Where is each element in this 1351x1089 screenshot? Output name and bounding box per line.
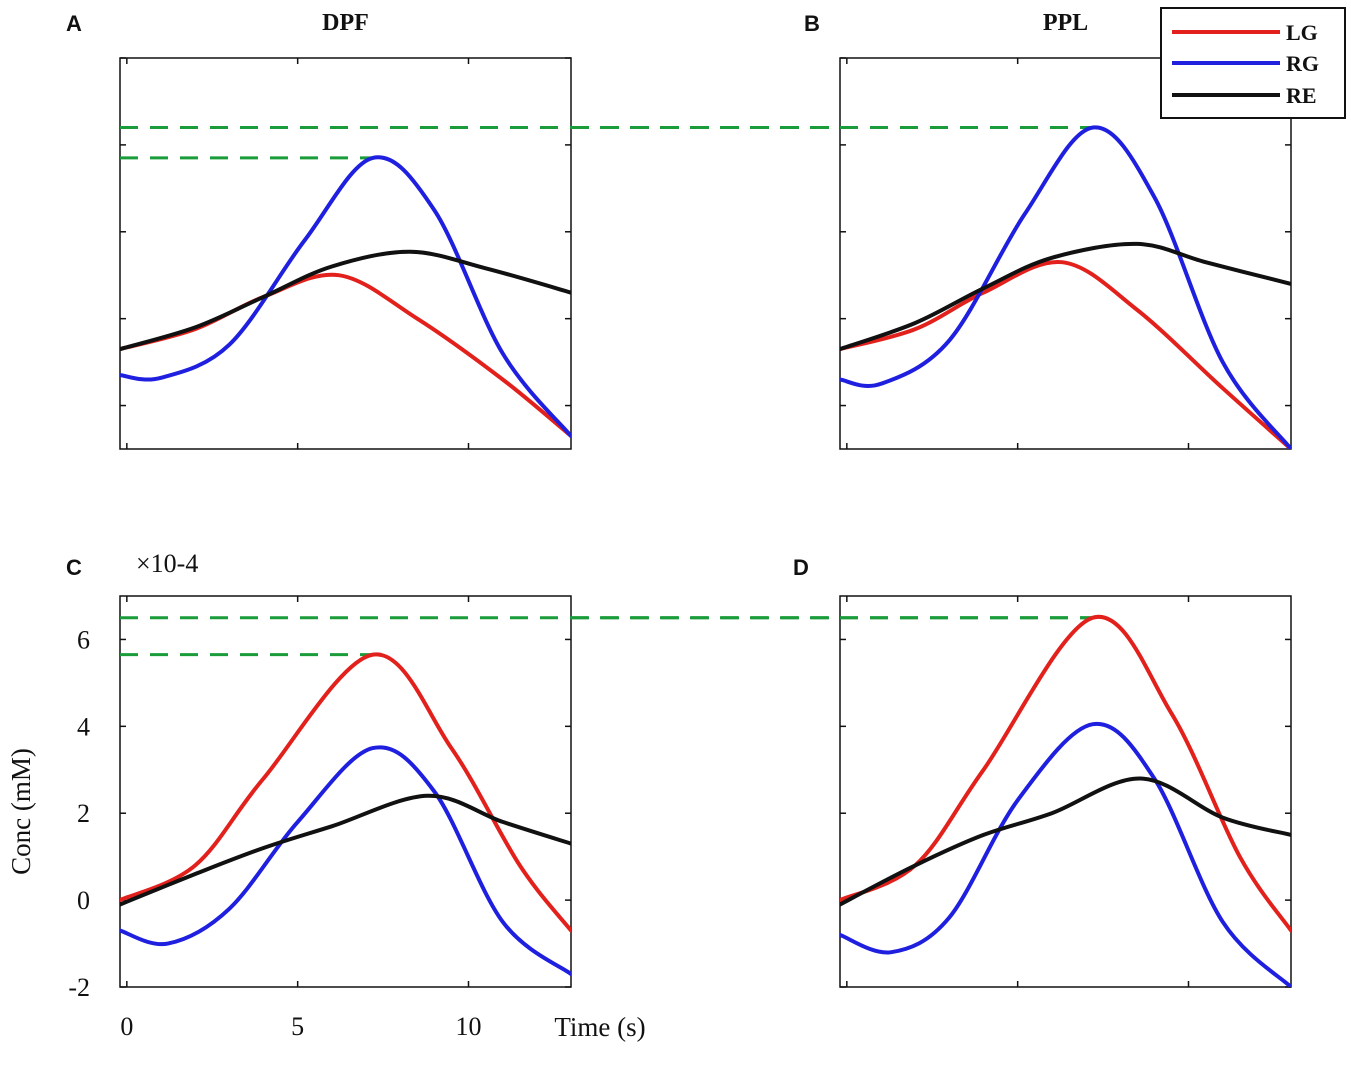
series-line-c-lg (120, 652, 571, 933)
panel-d: D (793, 555, 1292, 988)
y-exponent-c: ×10-4 (136, 549, 198, 578)
series-line-c-re (120, 793, 571, 907)
panel-letter-d: D (793, 555, 809, 580)
panel-letter-a: A (66, 11, 82, 36)
legend: LG RG RE (1160, 7, 1346, 119)
panel-c: C 0 5 10 -2 0 2 4 6 Conc (mM) Time (s) ×10-4 (6, 549, 1093, 1042)
series-line-d-rg (840, 721, 1291, 987)
series-group-c (120, 652, 571, 976)
legend-label-lg: LG (1286, 20, 1318, 45)
axes-box-d (839, 595, 1292, 988)
series-line-d-re (840, 776, 1291, 907)
axes-box-a (119, 57, 572, 450)
legend-label-rg: RG (1286, 51, 1319, 76)
y-tick-label-c-3: 4 (77, 712, 90, 741)
x-tick-label-c-1: 5 (291, 1012, 304, 1041)
reference-bridges (571, 126, 840, 620)
series-line-b-lg (840, 260, 1291, 449)
y-axis-label-c: Conc (mM) (6, 748, 36, 875)
series-line-a-re (120, 249, 571, 352)
series-group-d (840, 614, 1291, 987)
legend-label-re: RE (1286, 83, 1317, 108)
panel-a: A DPF (66, 10, 1093, 450)
y-tick-label-c-2: 2 (77, 799, 90, 828)
panel-letter-b: B (804, 11, 820, 36)
y-tick-label-c-1: 0 (77, 886, 90, 915)
series-line-b-rg (840, 125, 1291, 449)
series-line-a-rg (120, 155, 571, 438)
y-tick-label-c-0: -2 (68, 973, 90, 1002)
axes-box-b (839, 57, 1292, 450)
series-group-a (120, 155, 571, 438)
y-tick-label-c-4: 6 (77, 625, 90, 654)
panel-title-a: DPF (322, 10, 369, 36)
panel-letter-c: C (66, 555, 82, 580)
panel-b: B PPL (804, 10, 1292, 450)
series-line-c-rg (120, 745, 571, 976)
x-tick-label-c-2: 10 (456, 1012, 482, 1041)
series-group-b (840, 125, 1291, 449)
axes-box-c (119, 595, 572, 988)
series-line-d-lg (840, 614, 1291, 933)
series-line-b-re (840, 241, 1291, 352)
x-axis-label-c: Time (s) (554, 1012, 645, 1042)
panel-title-b: PPL (1043, 10, 1088, 36)
panels: A DPF B PPL C 0 5 10 -2 0 2 4 6 Conc (mM) Time (s) ×10-… (6, 10, 1292, 1042)
x-tick-label-c-0: 0 (120, 1012, 133, 1041)
